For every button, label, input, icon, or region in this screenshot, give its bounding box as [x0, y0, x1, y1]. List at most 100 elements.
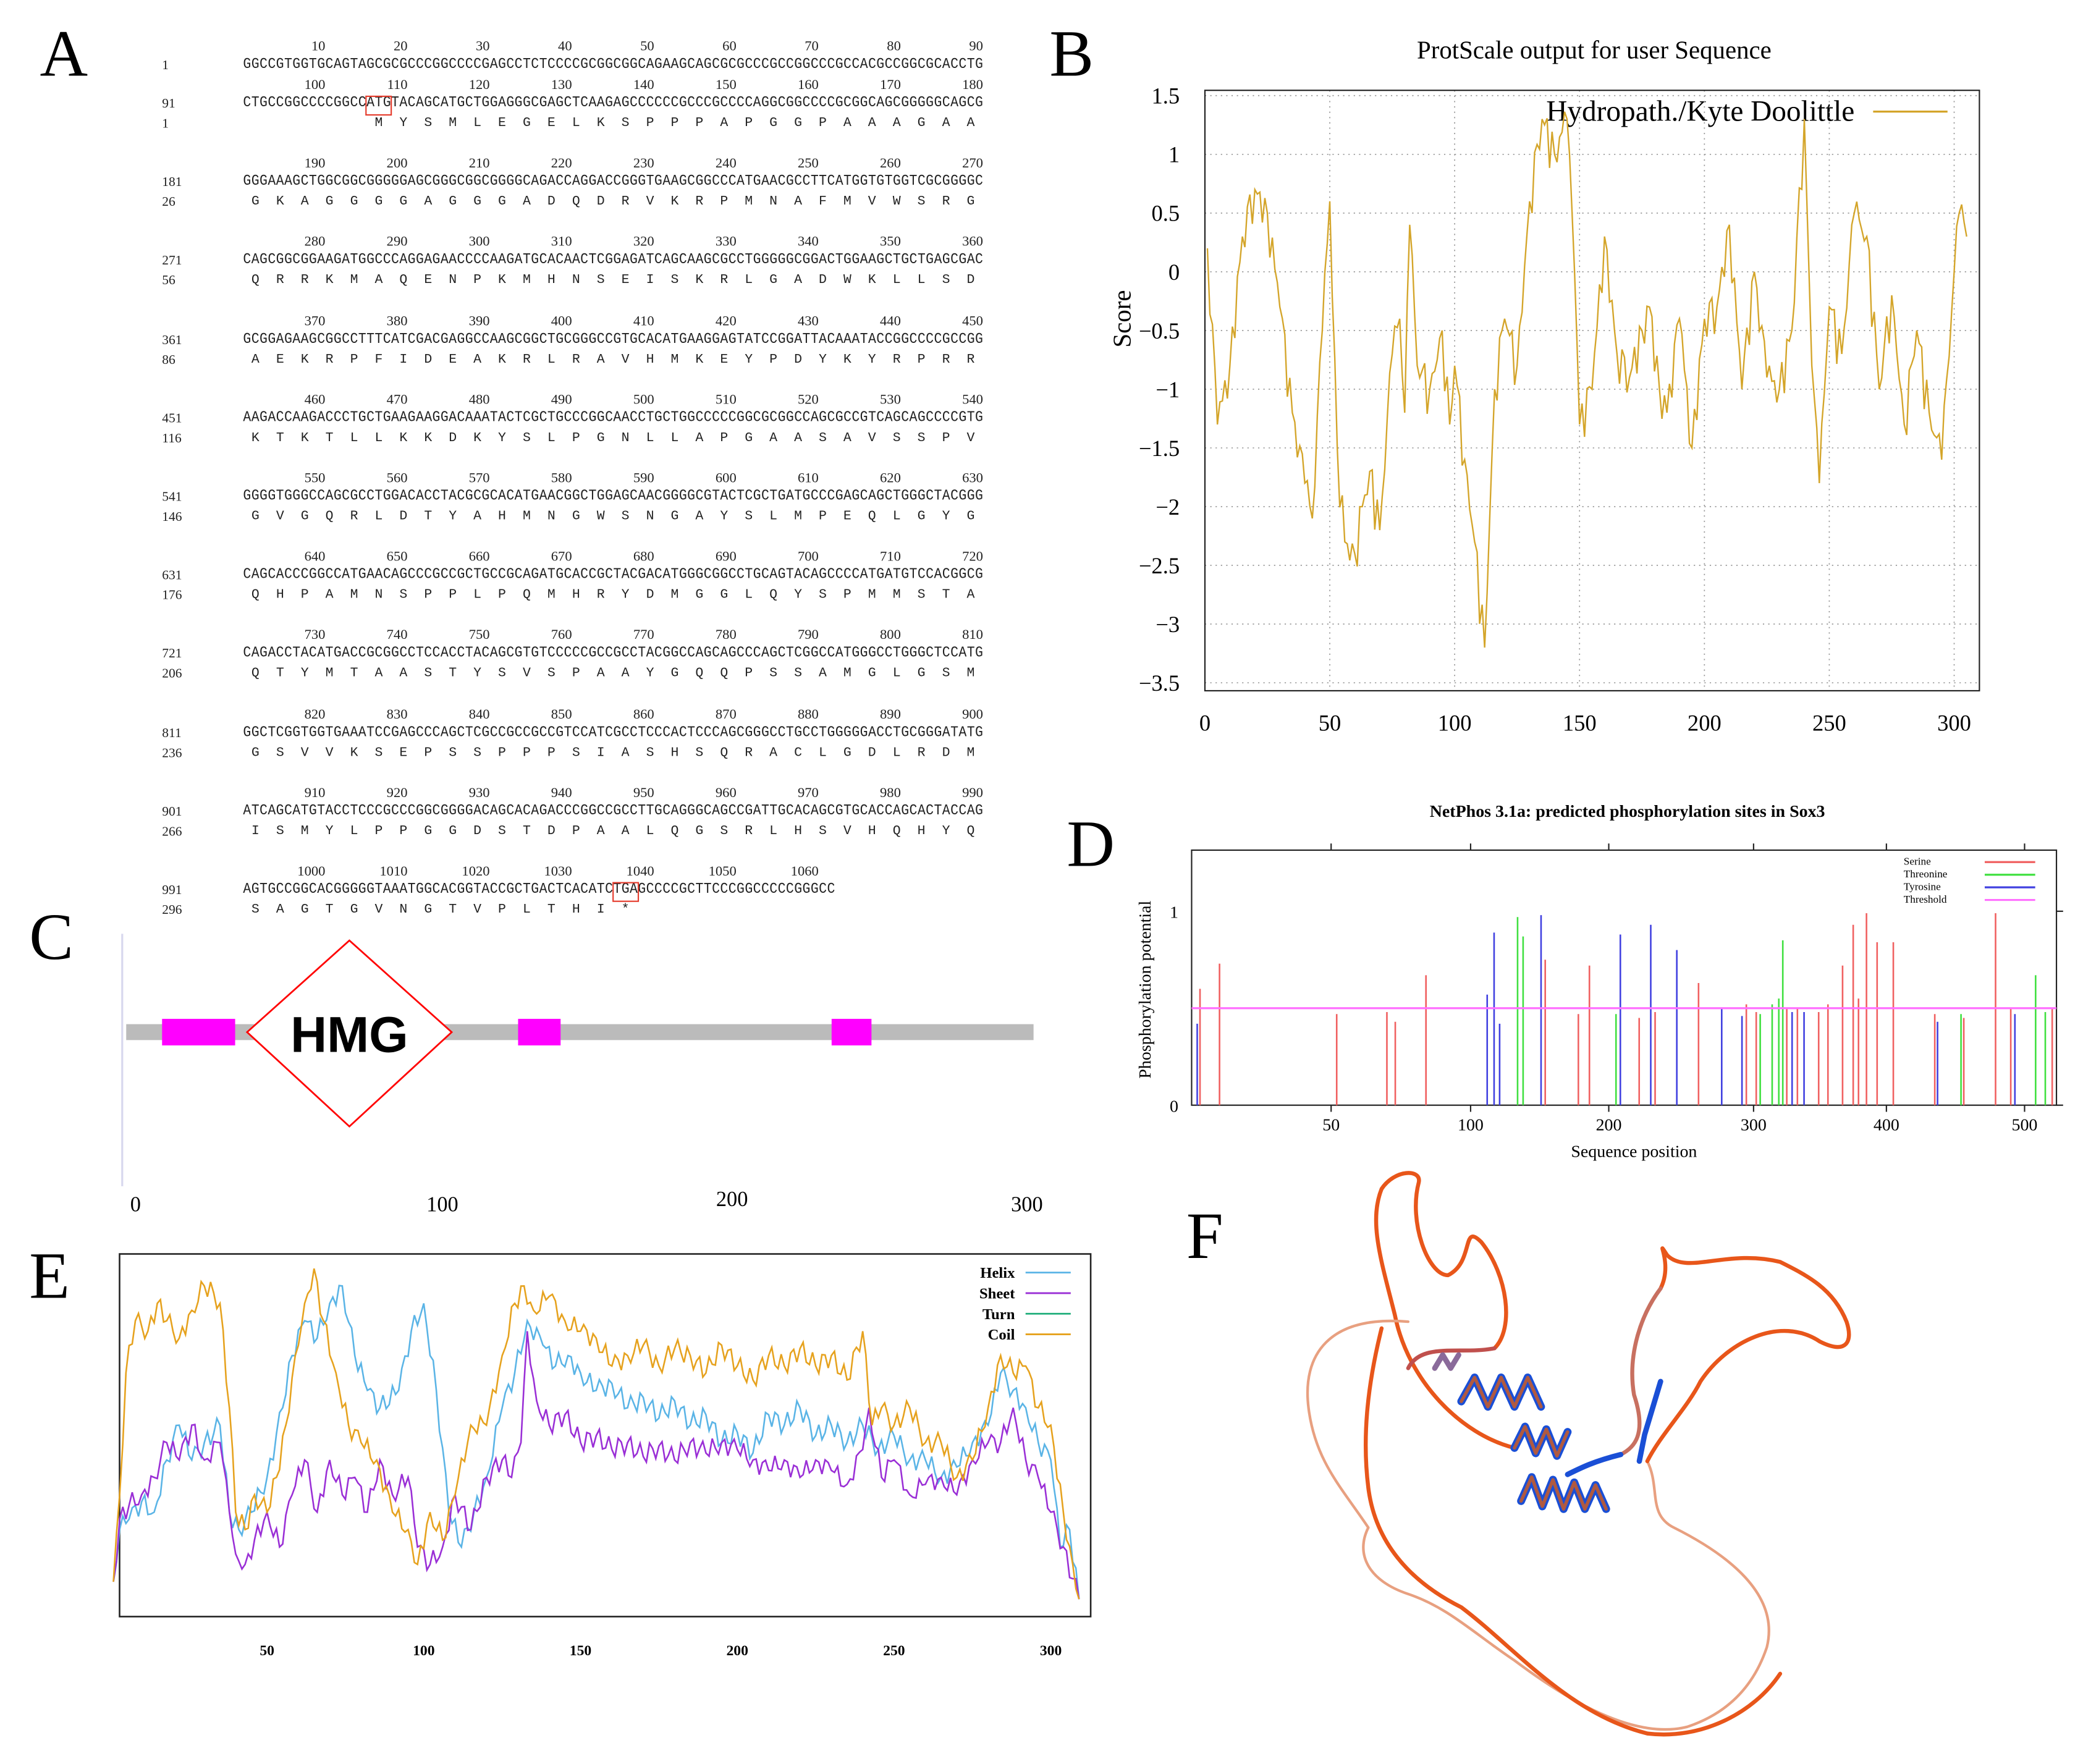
amino-acid: W: [892, 195, 901, 211]
y-tick-label: 1: [1170, 903, 1178, 922]
amino-acid: S: [621, 510, 630, 525]
amino-acid: H: [547, 274, 556, 289]
amino-acid: N: [399, 903, 408, 918]
position-tick: 160: [797, 78, 819, 93]
amino-acid: Q: [769, 588, 778, 604]
amino-acid: V: [966, 431, 975, 446]
position-tick: 250: [797, 157, 819, 172]
amino-acid: Y: [794, 588, 803, 604]
amino-acid: K: [868, 274, 876, 289]
amino-acid: G: [572, 510, 580, 525]
amino-acid: H: [498, 510, 506, 525]
amino-acid: E: [424, 274, 433, 289]
coil-region: [1618, 1286, 1663, 1457]
amino-acid: G: [695, 824, 704, 840]
position-tick: 460: [304, 392, 326, 408]
amino-acid: L: [547, 431, 556, 446]
position-tick: 720: [962, 550, 983, 565]
amino-acid: M: [449, 117, 457, 132]
position-tick: 820: [304, 707, 326, 722]
amino-acid: K: [596, 117, 605, 132]
amino-acid: T: [449, 667, 457, 682]
legend-label: Hydropath./Kyte Doolittle: [1546, 96, 1854, 128]
position-tick: 730: [304, 628, 326, 644]
axis-tick: 0: [130, 1193, 141, 1217]
x-tick-label: 100: [413, 1643, 434, 1659]
amino-acid: G: [917, 667, 926, 682]
amino-acid: A: [596, 824, 605, 840]
amino-acid: G: [843, 746, 851, 761]
position-tick: 570: [468, 471, 490, 486]
amino-acid: R: [892, 353, 901, 368]
amino-acid: D: [868, 746, 876, 761]
plot-frame: [119, 1253, 1092, 1618]
x-tick-label: 200: [1688, 710, 1722, 735]
plot-frame: [1204, 90, 1980, 692]
amino-acid: P: [769, 353, 778, 368]
amino-acid: Q: [966, 824, 975, 840]
position-tick: 710: [880, 550, 901, 565]
amino-acid: G: [794, 117, 803, 132]
position-tick: 410: [633, 314, 654, 329]
chart-title: NetPhos 3.1a: predicted phosphorylation …: [1430, 802, 1825, 821]
amino-acid: G: [251, 195, 260, 211]
amino-acid: P: [670, 117, 679, 132]
amino-acid: H: [868, 824, 876, 840]
x-tick-label: 250: [1812, 710, 1846, 735]
position-tick: 950: [633, 786, 654, 801]
position-tick: 740: [386, 628, 408, 644]
x-tick-label: 300: [1937, 710, 1971, 735]
position-tick: 630: [962, 471, 983, 486]
amino-acid: M: [892, 588, 901, 604]
amino-acid: T: [325, 903, 334, 918]
amino-acid: I: [399, 353, 408, 368]
y-tick-label: −1: [1156, 377, 1180, 402]
amino-acid: S: [276, 746, 284, 761]
amino-acid: I: [596, 903, 605, 918]
amino-acid: G: [424, 903, 433, 918]
position-tick: 540: [962, 392, 983, 408]
amino-acid: E: [621, 274, 630, 289]
x-tick-label: 200: [1596, 1116, 1622, 1135]
amino-acid: S: [917, 588, 926, 604]
amino-acid: A: [966, 117, 975, 132]
amino-acid: R: [325, 353, 334, 368]
amino-acid: P: [646, 117, 654, 132]
amino-acid: A: [374, 667, 383, 682]
amino-acid: P: [843, 588, 851, 604]
position-tick: 130: [551, 78, 572, 93]
legend-label: Threshold: [1904, 893, 1947, 905]
amino-acid: E: [547, 117, 556, 132]
amino-acid: G: [424, 824, 433, 840]
amino-acid: G: [868, 667, 876, 682]
amino-acid: V: [523, 667, 531, 682]
amino-acid: Q: [399, 274, 408, 289]
amino-acid: V: [374, 903, 383, 918]
amino-acid: L: [350, 824, 358, 840]
amino-acid: M: [350, 588, 358, 604]
position-tick: 910: [304, 786, 326, 801]
amino-acid: V: [473, 903, 482, 918]
amino-acid: S: [646, 746, 654, 761]
amino-acid: H: [646, 353, 654, 368]
position-tick: 590: [633, 471, 654, 486]
amino-acid: A: [868, 117, 876, 132]
position-tick: 1030: [544, 864, 572, 880]
amino-acid: S: [572, 746, 580, 761]
amino-acid: K: [843, 353, 851, 368]
amino-acid: L: [473, 588, 482, 604]
dna-sequence: CAGCGGCGGAAGATGGCCCAGGAGAACCCCAAGATGCACA…: [243, 253, 984, 270]
position-tick: 230: [633, 157, 654, 172]
amino-acid: S: [399, 588, 408, 604]
amino-acid: S: [818, 824, 827, 840]
position-tick: 280: [304, 235, 326, 251]
amino-acid: P: [942, 431, 950, 446]
amino-acid: A: [843, 431, 851, 446]
position-tick: 40: [558, 40, 572, 55]
amino-acid: S: [276, 824, 284, 840]
protein-row-number: 206: [162, 667, 182, 682]
position-tick: 420: [715, 314, 737, 329]
position-tick: 270: [962, 157, 983, 172]
amino-acid: R: [745, 824, 753, 840]
